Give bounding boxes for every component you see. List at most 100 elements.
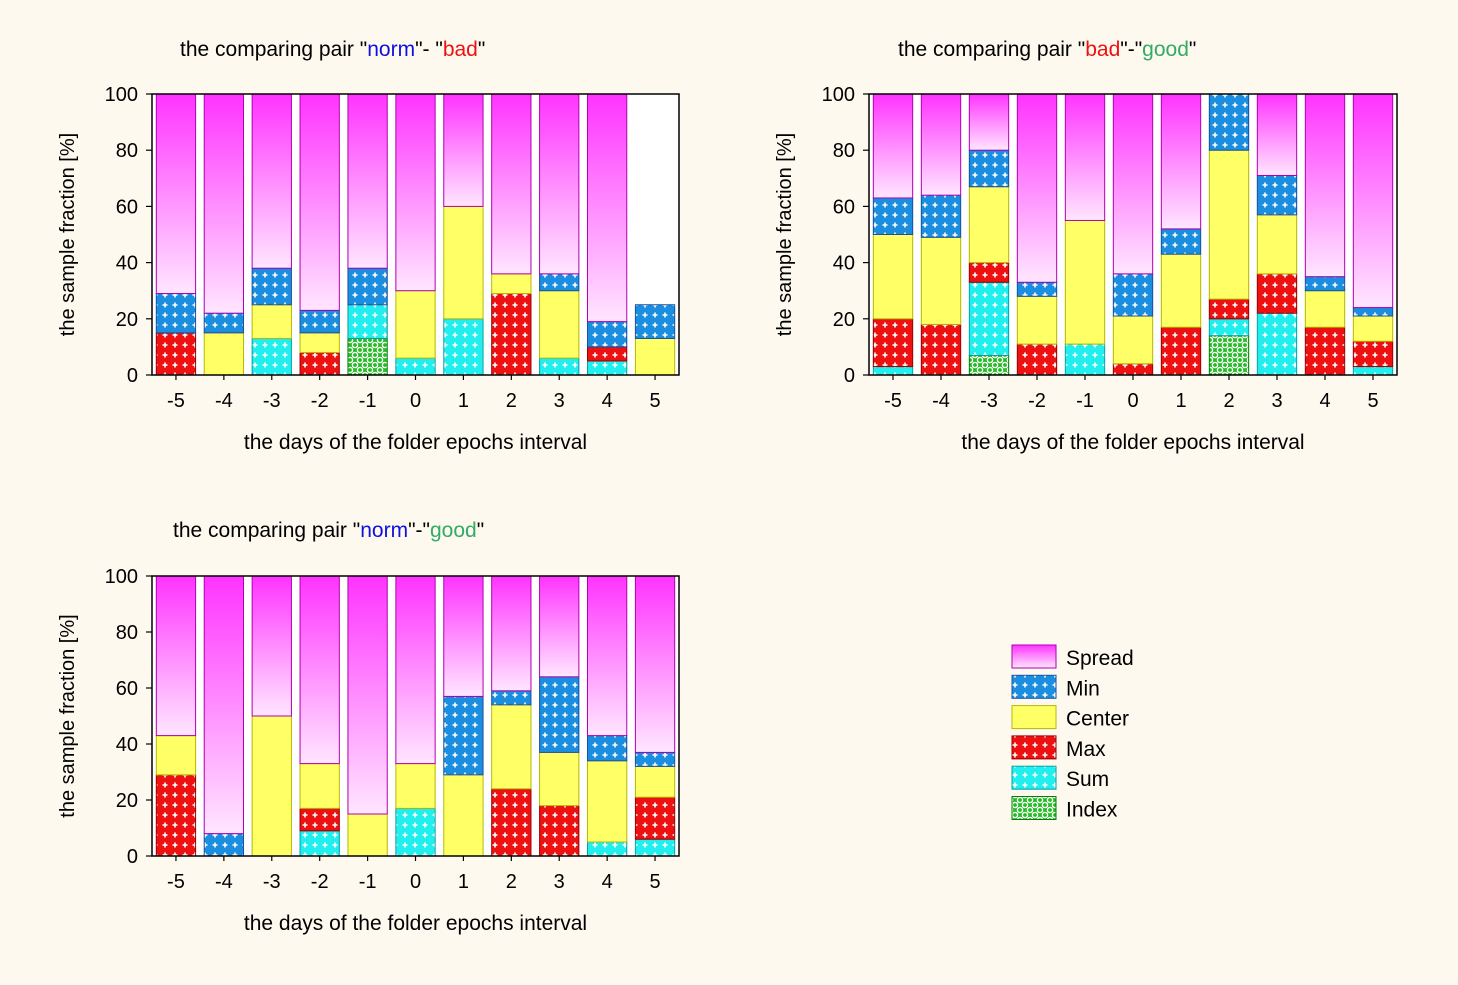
x-tick-label: -1 [1076, 390, 1094, 412]
y-tick-label: 60 [116, 196, 138, 218]
x-tick-label: 5 [649, 390, 660, 412]
bar-center-5 [634, 765, 676, 798]
bar-index-2 [1208, 335, 1250, 376]
bar-center--3 [251, 304, 292, 339]
bar-sum-4 [586, 360, 628, 376]
bar-min-2 [491, 690, 532, 706]
bar-center--4 [203, 332, 245, 376]
bar-max-5 [634, 796, 676, 840]
legend-item-sum: Sum [1011, 765, 1109, 791]
bar-spread-5 [634, 575, 676, 753]
bar-spread--5 [155, 93, 197, 295]
chart-title-part: "-" [1120, 38, 1142, 61]
bar-center-3 [1256, 214, 1298, 275]
bar-spread-4 [586, 93, 628, 323]
x-tick-label: -5 [884, 390, 902, 412]
bar-min-4 [1304, 276, 1346, 292]
bar-center-0 [395, 290, 436, 359]
x-tick-label: -3 [263, 390, 281, 412]
legend-item-center: Center [1011, 705, 1129, 731]
bar-max--5 [872, 318, 914, 368]
chart-title: the comparing pair "bad"-"good" [898, 38, 1196, 61]
bar-center--1 [1064, 219, 1106, 345]
x-tick-label: 2 [1223, 390, 1234, 412]
bar-min--4 [203, 833, 245, 857]
x-tick-label: 1 [458, 390, 469, 412]
chart-title-part: the comparing pair " [898, 38, 1085, 61]
bar-center-4 [586, 760, 628, 843]
x-tick-label: -2 [1028, 390, 1046, 412]
x-tick-label: 2 [506, 871, 517, 893]
y-tick-label: 60 [116, 678, 138, 700]
y-tick-label: 0 [127, 846, 138, 868]
bars [155, 93, 676, 376]
legend-item-index: Index [1011, 796, 1118, 822]
bar-center-2 [491, 273, 532, 295]
y-tick-label: 80 [833, 140, 855, 162]
legend-label: Max [1066, 738, 1106, 761]
y-tick-label: 100 [105, 84, 138, 106]
legend-swatch-sum [1011, 765, 1057, 790]
bar-max--4 [920, 323, 962, 376]
legend-label: Sum [1066, 768, 1109, 791]
bar-max-3 [539, 805, 580, 857]
bar-spread-1 [443, 575, 484, 697]
x-tick-label: 0 [1127, 390, 1138, 412]
legend-swatch-spread [1011, 644, 1057, 669]
bar-sum--1 [1064, 343, 1106, 376]
bar-spread--3 [251, 575, 292, 717]
x-tick-label: -3 [980, 390, 998, 412]
chart-title-part: good [430, 519, 477, 542]
bar-max--5 [155, 774, 197, 857]
x-tick-label: -4 [215, 871, 233, 893]
bars [155, 575, 676, 857]
legend-label: Index [1066, 799, 1118, 822]
bar-max--5 [155, 332, 197, 376]
x-tick-label: 2 [506, 390, 517, 412]
bar-min--3 [251, 267, 292, 306]
x-tick-label: 4 [1319, 390, 1330, 412]
chart-title-part: norm [367, 38, 415, 61]
bar-spread--4 [920, 93, 962, 196]
bar-center-3 [539, 290, 580, 359]
x-tick-label: -2 [311, 390, 329, 412]
bar-center--5 [155, 735, 197, 776]
bar-max-0 [1112, 363, 1154, 376]
x-tick-label: -4 [215, 390, 233, 412]
bar-sum-0 [395, 357, 436, 376]
x-tick-label: 5 [1367, 390, 1378, 412]
bar-spread--1 [347, 575, 388, 815]
bar-min--2 [299, 309, 340, 334]
bar-center--5 [872, 234, 914, 320]
x-tick-label: 3 [1271, 390, 1282, 412]
chart-panel-3: 0 20 40 60 80 100 -5 -4 -3 -2 -1 0 1 2 3 4 5 the days of … [57, 519, 680, 935]
bar-min--5 [872, 197, 914, 235]
legend: Spread Min Center Max Sum Index [1011, 644, 1134, 822]
x-axis-label: the days of the folder epochs interval [961, 431, 1304, 454]
chart-title-part: the comparing pair " [173, 519, 360, 542]
x-axis-label: the days of the folder epochs interval [244, 431, 587, 454]
chart-title-part: " [477, 519, 484, 542]
y-tick-label: 0 [844, 365, 855, 387]
bar-min-5 [1352, 307, 1394, 317]
chart-title-part: "-" [408, 519, 430, 542]
bar-spread-4 [1304, 93, 1346, 278]
bar-center-5 [1352, 315, 1394, 342]
bar-min-4 [586, 735, 628, 762]
bar-min-5 [634, 751, 676, 767]
bar-spread--5 [155, 575, 197, 737]
bar-center-1 [443, 774, 484, 857]
chart-title-part: the comparing pair " [180, 38, 367, 61]
y-tick-label: 100 [105, 566, 138, 588]
bar-sum--3 [968, 281, 1010, 356]
x-tick-label: 4 [602, 871, 613, 893]
bar-spread-5 [1352, 93, 1394, 309]
x-tick-label: 0 [410, 390, 421, 412]
bar-min-1 [443, 695, 484, 776]
y-tick-label: 20 [116, 790, 138, 812]
bar-spread--1 [1064, 93, 1106, 221]
bar-sum-3 [1256, 312, 1298, 376]
chart-title-part: " [1189, 38, 1196, 61]
y-axis-label: the sample fraction [%] [57, 133, 79, 336]
